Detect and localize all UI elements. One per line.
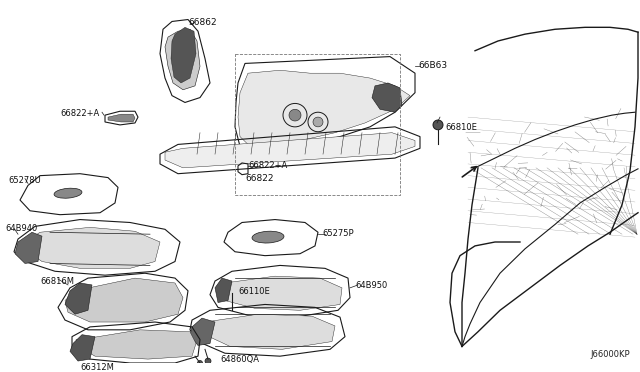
Circle shape	[198, 360, 202, 365]
Polygon shape	[171, 27, 196, 83]
Polygon shape	[200, 314, 335, 349]
Text: 66862: 66862	[188, 17, 216, 26]
Polygon shape	[190, 318, 215, 346]
Text: 65275P: 65275P	[322, 229, 354, 238]
Text: 64860QA: 64860QA	[220, 355, 259, 364]
Polygon shape	[372, 83, 402, 112]
Ellipse shape	[54, 188, 82, 198]
Text: 64B940: 64B940	[5, 224, 37, 234]
Polygon shape	[15, 232, 42, 263]
Polygon shape	[76, 330, 196, 359]
Polygon shape	[215, 278, 232, 302]
Text: 66822: 66822	[245, 174, 273, 183]
Ellipse shape	[252, 231, 284, 243]
Text: 66312M: 66312M	[80, 363, 114, 372]
Polygon shape	[65, 278, 183, 322]
Circle shape	[313, 117, 323, 127]
Polygon shape	[28, 227, 160, 268]
Text: 65278U: 65278U	[8, 176, 41, 185]
Polygon shape	[65, 283, 92, 314]
Text: 66822+A: 66822+A	[248, 161, 287, 170]
Polygon shape	[70, 335, 95, 361]
Text: 66810E: 66810E	[445, 123, 477, 132]
Circle shape	[289, 109, 301, 121]
Text: 66822+A: 66822+A	[60, 109, 99, 118]
Circle shape	[227, 283, 237, 293]
Text: 66B63: 66B63	[418, 61, 447, 70]
Polygon shape	[238, 70, 410, 144]
Text: 64B950: 64B950	[355, 281, 387, 290]
Polygon shape	[218, 276, 342, 310]
Polygon shape	[165, 29, 200, 90]
Polygon shape	[165, 133, 415, 168]
Circle shape	[433, 120, 443, 130]
Polygon shape	[108, 114, 135, 122]
Text: 66110E: 66110E	[238, 287, 269, 296]
Circle shape	[205, 358, 211, 364]
Text: 66816M: 66816M	[40, 277, 74, 286]
Text: J66000KP: J66000KP	[590, 350, 630, 359]
